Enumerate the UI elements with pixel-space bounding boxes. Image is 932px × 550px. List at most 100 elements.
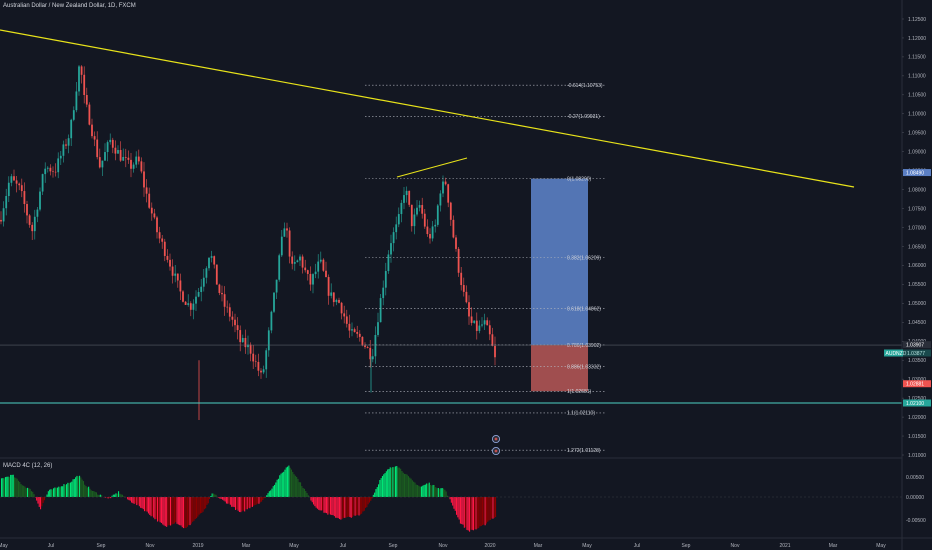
macd-bar [181,497,183,528]
macd-bar [123,496,125,497]
macd-bar [492,497,494,519]
macd-bar [36,497,38,501]
candle-body [202,277,205,287]
macd-bar [101,495,103,497]
macd-bar [272,486,274,497]
macd-bar [206,497,208,505]
macd-bar [294,475,296,497]
macd-bar [336,497,338,518]
macd-bar [389,467,391,497]
candle-body [163,241,166,256]
macd-bar [293,474,295,497]
candle-body [273,292,275,312]
macd-bar [388,469,390,497]
candle-body [434,224,437,227]
macd-bar [333,497,335,517]
time-tick-label: Sep [389,543,398,549]
macd-bar [404,473,406,497]
macd-bar [64,484,66,497]
price-tag-box [903,380,931,388]
macd-bar [236,497,238,510]
candle-body [252,353,255,362]
macd-bar [203,497,205,510]
macd-bar [201,497,203,513]
time-tick-label: Jul [340,543,346,549]
macd-bar [133,497,135,504]
macd-bar [153,497,155,518]
candle-body [5,196,8,209]
candle-body [54,171,57,173]
candle-body [384,271,387,288]
candle-body [36,209,39,217]
candle-body [301,256,304,268]
candle-body [403,195,405,203]
macd-bar [372,494,374,497]
candle-body [187,303,190,305]
candle-body [130,159,132,169]
candle-body [197,292,200,297]
macd-bar [219,497,221,499]
macd-bar [489,497,491,520]
macd-bar [450,497,452,503]
candle-body [145,187,148,194]
macd-bar [319,497,321,511]
macd-bar [379,479,381,497]
candle-body [312,274,314,285]
macd-bar [339,497,341,520]
macd-bar [424,484,426,497]
macd-bar [254,497,256,506]
candle-body [416,207,418,215]
macd-bar [116,493,118,497]
price-tick-label: 1.11000 [908,74,926,80]
macd-bar [160,497,162,523]
macd-bar [173,497,175,524]
macd-bar [262,497,264,500]
candle-body [192,303,195,310]
macd-bar [401,470,403,497]
macd-bar [21,485,23,497]
macd-bar [406,474,408,497]
candle-body [296,260,299,263]
macd-bar [33,494,35,497]
candle-body [488,325,491,335]
fib-level-label: 0(1.08290) [567,176,592,182]
macd-bar [409,477,411,497]
macd-bar [306,493,308,497]
time-tick-label: May [582,543,592,549]
macd-bar [218,497,220,498]
candle-body [319,259,322,262]
candle-body [15,180,18,184]
macd-bar [138,497,140,507]
macd-bar [488,497,490,521]
macd-bar [277,478,279,497]
macd-bar [493,497,495,518]
candle-body [421,205,424,214]
macd-bar [249,497,251,509]
macd-bar [318,497,320,510]
macd-bar [92,490,94,497]
macd-bar [228,497,230,504]
macd-bar [15,477,17,497]
macd-bar [274,484,276,497]
candle-body [395,224,398,233]
macd-bar [170,497,172,526]
macd-bar [466,497,468,530]
time-tick-label: Mar [534,543,543,549]
macd-bar [358,497,360,516]
candle-body [392,232,395,244]
macd-bar [121,494,123,497]
macd-bar [367,497,369,505]
macd-bar [159,497,161,523]
macd-bar [20,484,22,497]
macd-bar [67,482,69,497]
macd-bar [38,497,40,507]
candle-body [249,344,252,354]
macd-bar [176,497,178,524]
price-tick-label: 1.03000 [908,377,926,383]
candle-body [465,291,468,303]
macd-bar [11,474,13,497]
macd-bar [132,497,134,504]
price-tick-label: 1.02000 [908,415,926,421]
candle-body [39,191,41,210]
